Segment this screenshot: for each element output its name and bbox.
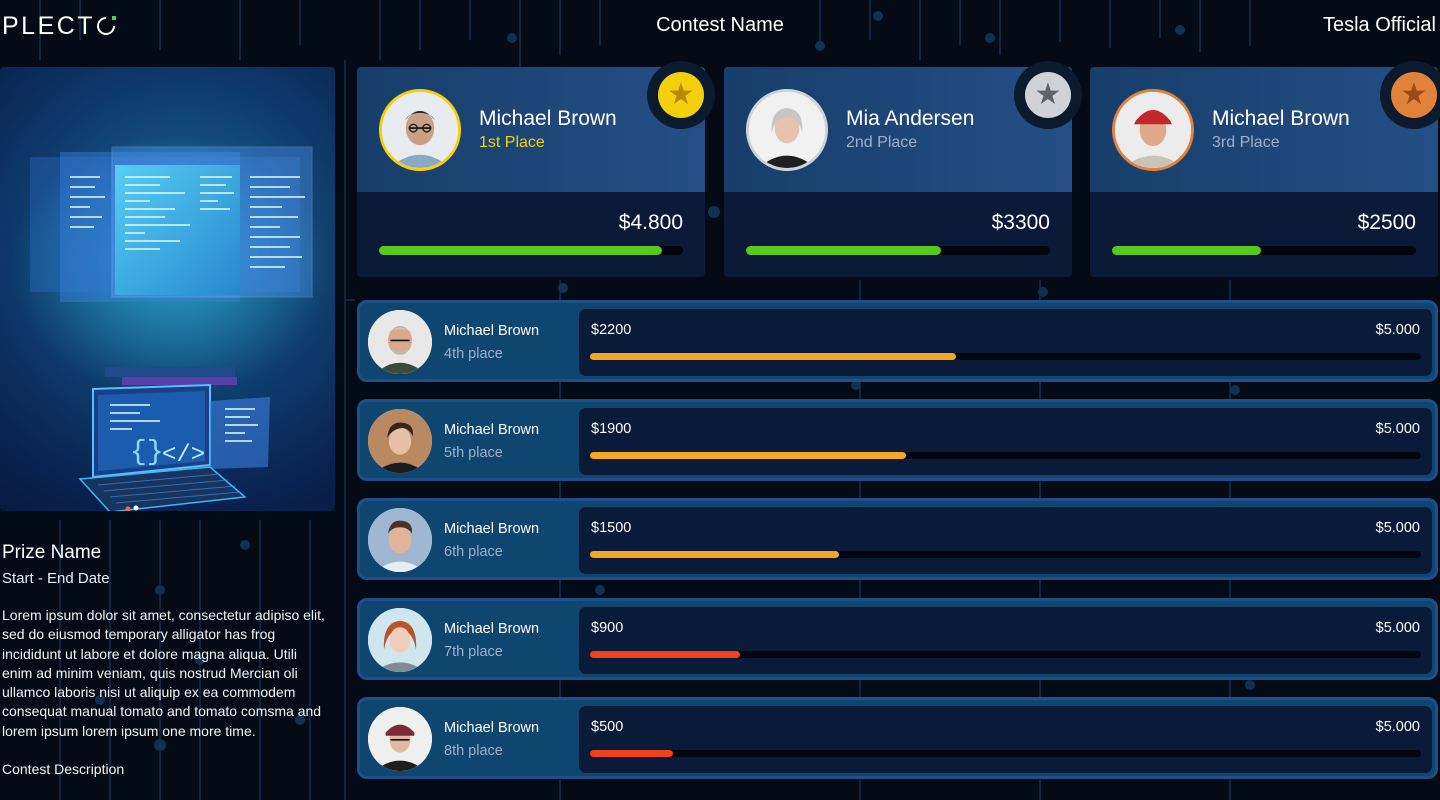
row-name: Michael Brown (444, 621, 540, 637)
ranking-row-5th[interactable]: Michael Brown 5th place $1900 $5.000 (357, 399, 1438, 481)
ranking-row-7th[interactable]: Michael Brown 7th place $900 $5.000 (357, 598, 1438, 680)
svg-text:</>: </> (162, 442, 205, 469)
progress-bar (379, 246, 683, 255)
target-value: $5.000 (1375, 719, 1420, 735)
gold-medal: ★ (647, 61, 715, 129)
logo-o-mark-icon (93, 13, 119, 39)
podium-name: Mia Andersen (846, 107, 975, 130)
laptop-code-illustration: {} </> (10, 137, 330, 511)
progress-panel: $500 $5.000 (579, 706, 1432, 773)
row-place: 5th place (444, 445, 503, 461)
current-value: $900 (591, 620, 624, 636)
avatar (368, 310, 432, 374)
current-value: $1500 (591, 520, 632, 536)
podium-place: 1st Place (479, 134, 545, 151)
current-value: $1900 (591, 421, 632, 437)
avatar (368, 707, 432, 771)
contest-description: Contest Description (2, 761, 125, 777)
contest-name: Contest Name (656, 14, 784, 36)
row-name: Michael Brown (444, 521, 540, 537)
target-value: $5.000 (1375, 421, 1420, 437)
podium-amount: $3300 (991, 211, 1050, 234)
current-value: $500 (591, 719, 624, 735)
target-value: $5.000 (1375, 322, 1420, 338)
row-name: Michael Brown (444, 422, 540, 438)
podium-place: 3rd Place (1212, 134, 1280, 151)
progress-fill (1112, 246, 1261, 255)
avatar (746, 89, 828, 171)
progress-panel: $1900 $5.000 (579, 408, 1432, 475)
progress-bar (590, 750, 1421, 757)
progress-bar (590, 551, 1421, 558)
silver-medal: ★ (1014, 61, 1082, 129)
logo-wordmark: PLECT (2, 11, 96, 40)
podium-place: 2nd Place (846, 134, 918, 151)
ranking-row-6th[interactable]: Michael Brown 6th place $1500 $5.000 (357, 498, 1438, 580)
row-place: 7th place (444, 644, 503, 660)
progress-panel: $1500 $5.000 (579, 507, 1432, 574)
prize-name: Prize Name (2, 542, 102, 563)
prize-image: {} </> (0, 67, 335, 511)
avatar (368, 608, 432, 672)
current-value: $2200 (591, 322, 632, 338)
progress-panel: $900 $5.000 (579, 607, 1432, 674)
row-name: Michael Brown (444, 323, 540, 339)
progress-fill (590, 750, 674, 757)
podium-card-1st[interactable]: Michael Brown 1st Place $4.800 (357, 67, 705, 277)
ranking-row-8th[interactable]: Michael Brown 8th place $500 $5.000 (357, 697, 1438, 779)
podium-name: Michael Brown (479, 107, 617, 130)
avatar (379, 89, 461, 171)
progress-bar (746, 246, 1050, 255)
progress-bar (590, 651, 1421, 658)
podium-amount: $4.800 (618, 211, 683, 234)
progress-fill (379, 246, 662, 255)
progress-fill (590, 551, 840, 558)
prize-dates: Start - End Date (2, 570, 110, 587)
avatar (368, 409, 432, 473)
target-value: $5.000 (1375, 520, 1420, 536)
progress-fill (590, 353, 956, 360)
progress-fill (746, 246, 941, 255)
podium-amount: $2500 (1357, 211, 1416, 234)
star-icon: ★ (658, 72, 704, 118)
progress-fill (590, 452, 906, 459)
svg-text:{}: {} (130, 437, 164, 468)
bronze-medal: ★ (1380, 61, 1440, 129)
star-icon: ★ (1025, 72, 1071, 118)
progress-panel: $2200 $5.000 (579, 309, 1432, 376)
progress-bar (590, 452, 1421, 459)
avatar (1112, 89, 1194, 171)
organization-name: Tesla Official (1322, 14, 1436, 36)
ranking-row-4th[interactable]: Michael Brown 4th place $2200 $5.000 (357, 300, 1438, 382)
star-icon: ★ (1391, 72, 1437, 118)
row-place: 8th place (444, 743, 503, 759)
avatar (368, 508, 432, 572)
row-place: 6th place (444, 544, 503, 560)
progress-fill (590, 651, 740, 658)
target-value: $5.000 (1375, 620, 1420, 636)
row-place: 4th place (444, 346, 503, 362)
progress-bar (1112, 246, 1416, 255)
plecto-logo[interactable]: PLECT (2, 10, 119, 42)
podium-name: Michael Brown (1212, 107, 1350, 130)
prize-description: Lorem ipsum dolor sit amet, consectetur … (2, 607, 325, 739)
row-name: Michael Brown (444, 720, 540, 736)
progress-bar (590, 353, 1421, 360)
